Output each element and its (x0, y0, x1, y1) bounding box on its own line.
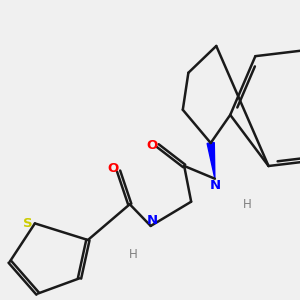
Text: N: N (147, 214, 158, 227)
Text: N: N (209, 179, 220, 192)
Polygon shape (207, 142, 215, 179)
Text: H: H (128, 248, 137, 261)
Text: H: H (243, 198, 252, 211)
Text: O: O (146, 139, 157, 152)
Text: O: O (107, 162, 118, 175)
Text: S: S (22, 217, 32, 230)
